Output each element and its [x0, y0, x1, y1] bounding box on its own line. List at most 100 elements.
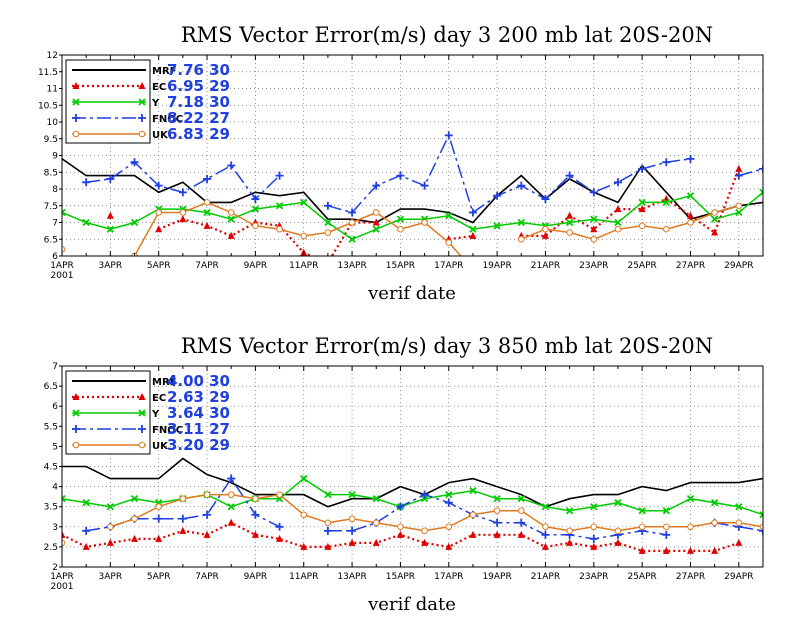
data-point-uk: [735, 202, 743, 210]
data-point-fnoc: [420, 181, 429, 190]
data-point-y: [735, 208, 743, 217]
data-point-ec: [227, 518, 235, 526]
data-point-ec: [82, 542, 90, 550]
series-fnoc: [82, 131, 763, 217]
data-point-uk: [131, 515, 138, 523]
data-point-uk: [445, 523, 453, 531]
data-point-y: [711, 215, 719, 223]
y-tick-label: 11.5: [38, 68, 58, 78]
data-point-uk: [517, 507, 525, 515]
data-point-uk: [517, 235, 525, 243]
data-point-y: [348, 235, 356, 243]
data-point-fnoc: [227, 161, 236, 170]
series-line-ec: [158, 218, 377, 256]
data-point-y: [759, 511, 763, 519]
series-line-ec: [521, 168, 740, 237]
data-point-fnoc: [130, 158, 139, 167]
data-point-fnoc: [396, 171, 405, 180]
data-point-fnoc: [154, 181, 163, 190]
x-tick-label: 1APR: [50, 261, 74, 271]
legend-marker: [138, 130, 146, 138]
data-point-fnoc: [759, 526, 763, 535]
data-point-ec: [227, 231, 235, 239]
x-tick-label: 1APR: [50, 572, 74, 582]
chart-title: RMS Vector Error(m/s) day 3 850 mb lat 2…: [181, 334, 713, 358]
data-point-uk: [227, 209, 235, 216]
data-point-uk: [372, 519, 380, 527]
x-tick-label: 9APR: [244, 261, 268, 271]
data-point-y: [614, 218, 622, 227]
data-point-y: [62, 495, 66, 503]
data-point-ec: [396, 530, 404, 538]
data-point-ec: [590, 225, 598, 233]
chart-panel-200mb: RMS Vector Error(m/s) day 3 200 mb lat 2…: [38, 23, 764, 304]
x-tick-label: 11APR: [289, 261, 318, 271]
data-point-uk: [348, 515, 356, 523]
data-point-uk: [638, 523, 646, 531]
chart-200mb: RMS Vector Error(m/s) day 3 200 mb lat 2…: [38, 23, 764, 304]
y-tick-label: 9: [52, 152, 58, 162]
data-point-ec: [348, 538, 356, 546]
data-point-ec: [372, 218, 380, 226]
y-tick-label: 10.5: [38, 101, 58, 111]
legend-label: UK: [152, 441, 169, 452]
y-tick-label: 3.5: [44, 503, 58, 513]
legend-count: 29: [209, 388, 230, 406]
legend-marker: [72, 98, 80, 106]
legend-label: EC: [152, 393, 166, 404]
y-tick-label: 6: [52, 252, 58, 262]
data-point-ec: [493, 530, 501, 538]
data-point-ec: [179, 215, 187, 223]
series-line-mrf: [62, 457, 763, 508]
y-tick-label: 6: [52, 402, 58, 412]
data-point-ec: [203, 221, 211, 229]
data-point-uk: [276, 491, 283, 498]
data-point-uk: [107, 523, 114, 531]
data-point-ec: [566, 211, 574, 219]
data-point-uk: [300, 232, 308, 240]
data-point-y: [469, 486, 477, 495]
data-point-y: [686, 192, 695, 200]
x-tick-label: 21APR: [531, 261, 560, 271]
series-line-ec: [62, 521, 740, 552]
y-tick-label: 4.5: [44, 463, 58, 473]
data-point-fnoc: [638, 164, 647, 173]
y-tick-label: 8: [52, 185, 58, 195]
data-point-y: [638, 507, 646, 515]
legend-marker: [72, 441, 80, 449]
data-point-ec: [155, 225, 163, 233]
data-point-uk: [759, 523, 763, 531]
legend-count: 27: [209, 420, 230, 438]
data-point-uk: [687, 219, 694, 226]
data-point-y: [420, 495, 429, 503]
x-tick-label: 21APR: [531, 572, 560, 582]
x-tick-label: 13APR: [337, 261, 366, 271]
legend-marker: [138, 425, 146, 433]
data-point-uk: [276, 225, 283, 233]
data-point-fnoc: [323, 201, 332, 210]
data-point-fnoc: [662, 158, 671, 167]
x-tick-label: 27APR: [676, 572, 705, 582]
legend-entry-ec: EC 6.95 29: [72, 77, 230, 95]
x-tick-label: 15APR: [386, 572, 415, 582]
legend-marker: [138, 393, 146, 400]
legend-label: Y: [151, 98, 160, 109]
legend-label: EC: [152, 82, 166, 93]
data-point-ec: [735, 538, 743, 546]
data-point-fnoc: [517, 181, 526, 190]
data-point-uk: [179, 495, 187, 502]
data-point-fnoc: [493, 191, 502, 200]
y-tick-label: 6.5: [44, 382, 58, 392]
legend-marker: [138, 98, 146, 106]
data-point-y: [300, 474, 308, 483]
legend-mean: 8.22: [167, 109, 204, 127]
y-tick-label: 2: [52, 563, 58, 573]
data-point-fnoc: [82, 526, 91, 535]
data-point-y: [82, 218, 90, 227]
data-point-y: [251, 205, 260, 213]
series-ec: [62, 518, 743, 554]
legend-label: UK: [152, 130, 169, 141]
x-tick-label: 19APR: [482, 261, 511, 271]
data-point-fnoc: [227, 474, 236, 483]
